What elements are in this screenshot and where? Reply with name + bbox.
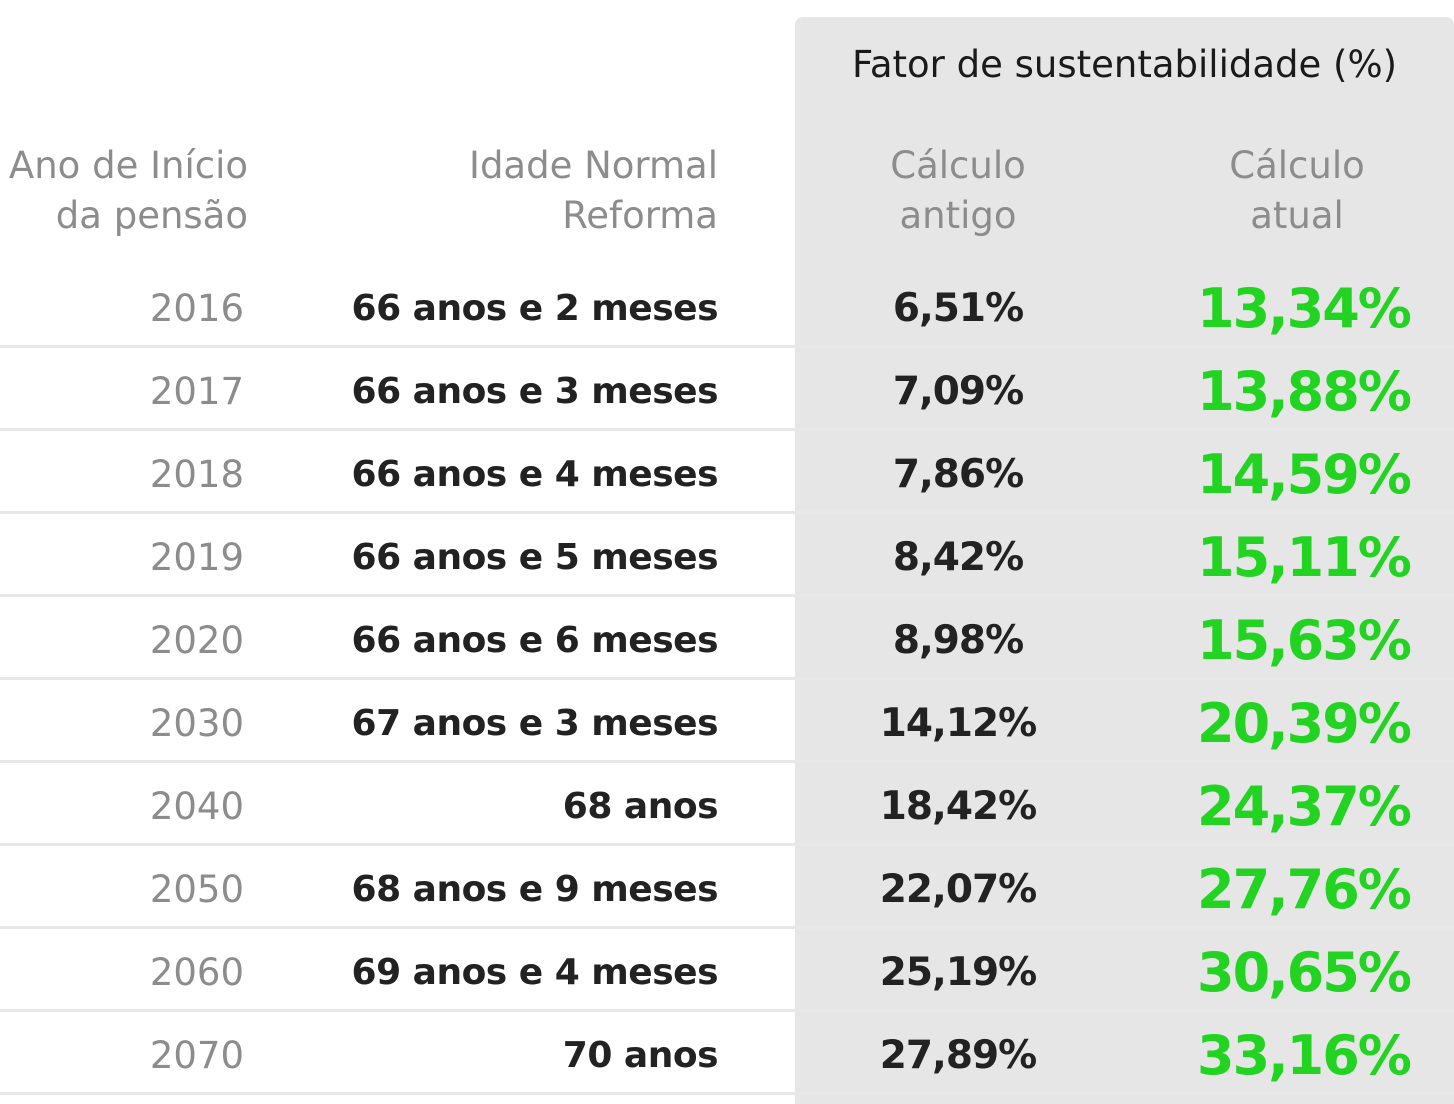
cell-ano: 2060 <box>149 951 244 994</box>
cell-calculo-atual: 13,88% <box>1197 360 1412 423</box>
table-row: 2019 66 anos e 5 meses 8,42% 15,11% <box>0 514 1454 597</box>
cell-calculo-antigo: 6,51% <box>892 286 1024 331</box>
cell-idade: 68 anos <box>562 786 719 827</box>
cell-idade: 66 anos e 2 meses <box>351 288 719 329</box>
cell-calculo-atual: 24,37% <box>1197 775 1412 838</box>
cell-calculo-antigo: 25,19% <box>879 950 1037 995</box>
cell-calculo-antigo: 8,98% <box>892 618 1024 663</box>
cell-calculo-antigo: 14,12% <box>879 701 1037 746</box>
table-row: 2017 66 anos e 3 meses 7,09% 13,88% <box>0 348 1454 431</box>
table-row: 2060 69 anos e 4 meses 25,19% 30,65% <box>0 929 1454 1012</box>
cell-calculo-atual: 20,39% <box>1197 692 1412 755</box>
header-idade-normal: Idade Normal Reforma <box>469 144 718 237</box>
cell-idade: 66 anos e 6 meses <box>351 620 719 661</box>
cell-calculo-atual: 15,63% <box>1197 609 1412 672</box>
cell-calculo-atual: 27,76% <box>1197 858 1412 921</box>
cell-calculo-antigo: 8,42% <box>892 535 1024 580</box>
table-row: 2070 70 anos 27,89% 33,16% <box>0 1012 1454 1095</box>
cell-ano: 2019 <box>149 536 244 579</box>
cell-idade: 66 anos e 5 meses <box>351 537 719 578</box>
cell-ano: 2020 <box>149 619 244 662</box>
cell-ano: 2017 <box>149 370 244 413</box>
table-row: 2050 68 anos e 9 meses 22,07% 27,76% <box>0 846 1454 929</box>
table-body: 2016 66 anos e 2 meses 6,51% 13,34% 2017 66 a… <box>0 265 1454 1095</box>
cell-calculo-atual: 33,16% <box>1197 1024 1412 1087</box>
cell-idade: 70 anos <box>562 1035 719 1076</box>
cell-ano: 2040 <box>149 785 244 828</box>
header-calculo-atual: Cálculo atual <box>1229 144 1365 237</box>
table-row: 2040 68 anos 18,42% 24,37% <box>0 763 1454 846</box>
group-header-fator: Fator de sustentabilidade (%) <box>851 43 1398 86</box>
cell-ano: 2030 <box>149 702 244 745</box>
cell-idade: 68 anos e 9 meses <box>351 869 719 910</box>
cell-idade: 66 anos e 3 meses <box>351 371 719 412</box>
cell-calculo-atual: 14,59% <box>1197 443 1412 506</box>
fator-column-background <box>795 17 1454 1104</box>
cell-ano: 2050 <box>149 868 244 911</box>
cell-idade: 67 anos e 3 meses <box>351 703 719 744</box>
header-ano-inicio: Ano de Início da pensão <box>8 144 248 237</box>
cell-calculo-antigo: 7,09% <box>892 369 1024 414</box>
cell-idade: 66 anos e 4 meses <box>351 454 719 495</box>
cell-calculo-antigo: 18,42% <box>879 784 1037 829</box>
cell-calculo-atual: 15,11% <box>1197 526 1412 589</box>
table-row: 2030 67 anos e 3 meses 14,12% 20,39% <box>0 680 1454 763</box>
table-row: 2016 66 anos e 2 meses 6,51% 13,34% <box>0 265 1454 348</box>
table-row: 2020 66 anos e 6 meses 8,98% 15,63% <box>0 597 1454 680</box>
table-row: 2018 66 anos e 4 meses 7,86% 14,59% <box>0 431 1454 514</box>
cell-calculo-atual: 13,34% <box>1197 277 1412 340</box>
cell-calculo-antigo: 7,86% <box>892 452 1024 497</box>
cell-ano: 2016 <box>149 287 244 330</box>
cell-ano: 2070 <box>149 1034 244 1077</box>
cell-idade: 69 anos e 4 meses <box>351 952 719 993</box>
cell-calculo-antigo: 27,89% <box>879 1033 1037 1078</box>
cell-calculo-atual: 30,65% <box>1197 941 1412 1004</box>
cell-calculo-antigo: 22,07% <box>879 867 1037 912</box>
cell-ano: 2018 <box>149 453 244 496</box>
header-calculo-antigo: Cálculo antigo <box>890 144 1026 237</box>
